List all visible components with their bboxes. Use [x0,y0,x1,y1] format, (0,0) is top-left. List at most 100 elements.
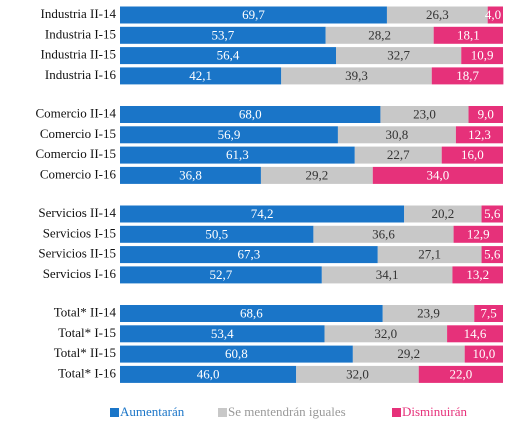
category-label: Servicios II-14 [38,205,116,220]
value-label: 4,0 [485,7,501,22]
bar-segment [120,26,326,44]
value-label: 18,1 [457,27,480,42]
value-label: 60,8 [225,346,248,361]
value-label: 74,2 [251,206,274,221]
category-label: Comercio II-15 [35,146,116,161]
value-label: 46,0 [197,366,220,381]
category-label: Comercio I-16 [40,166,117,181]
value-label: 29,2 [305,167,328,182]
bar-segment [431,67,504,85]
value-label: 42,1 [189,68,212,83]
bar-segment [380,106,469,123]
value-label: 27,1 [418,247,441,262]
value-label: 56,4 [217,48,240,63]
bar-segment [404,205,482,223]
value-label: 5,6 [484,206,501,221]
value-label: 5,6 [484,247,501,262]
bar-segment [120,305,383,322]
category-label: Industria I-15 [45,26,116,41]
value-label: 10,0 [472,346,495,361]
bar-segment [120,106,381,123]
bar-segment [487,6,503,24]
bar-segment [120,47,337,65]
bar-segment [336,47,462,65]
bar-segment [461,47,503,65]
value-label: 18,7 [456,68,479,83]
value-label: 68,0 [239,106,262,121]
value-label: 26,3 [426,7,449,22]
value-label: 22,7 [387,147,410,162]
bar-segment [296,365,419,383]
category-label: Total* I-15 [58,325,116,340]
legend-label: Disminuirán [402,404,467,419]
category-label: Total* II-14 [54,304,117,319]
legend-swatch [392,408,401,417]
value-label: 34,0 [427,167,450,182]
category-label: Comercio I-15 [40,126,116,141]
category-label: Servicios II-15 [38,246,116,261]
value-label: 28,2 [368,27,391,42]
value-label: 68,6 [240,305,263,320]
bar-segment [474,305,503,322]
bar-segment [441,146,503,164]
bar-segment [120,365,297,383]
value-label: 69,7 [242,7,265,22]
legend-label: Se mentendrán iguales [228,404,346,419]
value-label: 20,2 [431,206,454,221]
value-label: 50,5 [205,226,228,241]
bar-segment [120,166,261,184]
bar-segment [120,6,387,24]
value-label: 22,0 [449,366,472,381]
value-label: 10,9 [471,48,494,63]
bar-segment [120,205,405,223]
bar-segment [464,345,503,363]
value-label: 14,6 [464,326,487,341]
bar-segment [313,225,454,243]
value-label: 16,0 [461,147,484,162]
bar-segment [452,266,503,284]
bar-segment [120,126,338,144]
bar-segment [481,246,503,264]
category-label: Industria II-15 [41,47,116,62]
bar-segment [324,325,448,343]
value-label: 32,0 [346,366,369,381]
value-label: 32,0 [374,326,397,341]
value-label: 53,7 [211,27,234,42]
bar-segment [468,106,503,123]
category-label: Total* II-15 [54,345,116,360]
value-label: 12,3 [468,127,491,142]
value-label: 36,8 [179,167,202,182]
value-label: 36,6 [372,226,395,241]
bar-segment [372,166,503,184]
value-label: 23,9 [417,305,440,320]
bar-segment [447,325,503,343]
bar-segment [321,266,453,284]
bar-segment [120,246,378,264]
bar-segment [325,26,434,44]
value-label: 34,1 [376,267,399,282]
value-label: 13,2 [466,267,489,282]
category-label: Total* I-16 [58,365,116,380]
category-label: Servicios I-15 [43,225,116,240]
legend-label: Aumentarán [120,404,185,419]
value-label: 23,0 [413,106,436,121]
value-label: 7,5 [481,305,497,320]
value-label: 39,3 [345,68,368,83]
category-label: Industria I-16 [45,67,117,82]
value-label: 67,3 [238,247,261,262]
bar-segment [120,146,355,164]
category-label: Comercio II-14 [35,105,116,120]
bar-segment [386,6,488,24]
legend-swatch [110,408,119,417]
value-label: 52,7 [210,267,233,282]
value-label: 30,8 [386,127,409,142]
bar-segment [453,225,503,243]
bar-segment [433,26,503,44]
bar-segment [260,166,373,184]
legend-swatch [218,408,227,417]
bar-segment [281,67,432,85]
bar-segment [120,325,325,343]
bar-segment [418,365,503,383]
value-label: 32,7 [387,48,410,63]
